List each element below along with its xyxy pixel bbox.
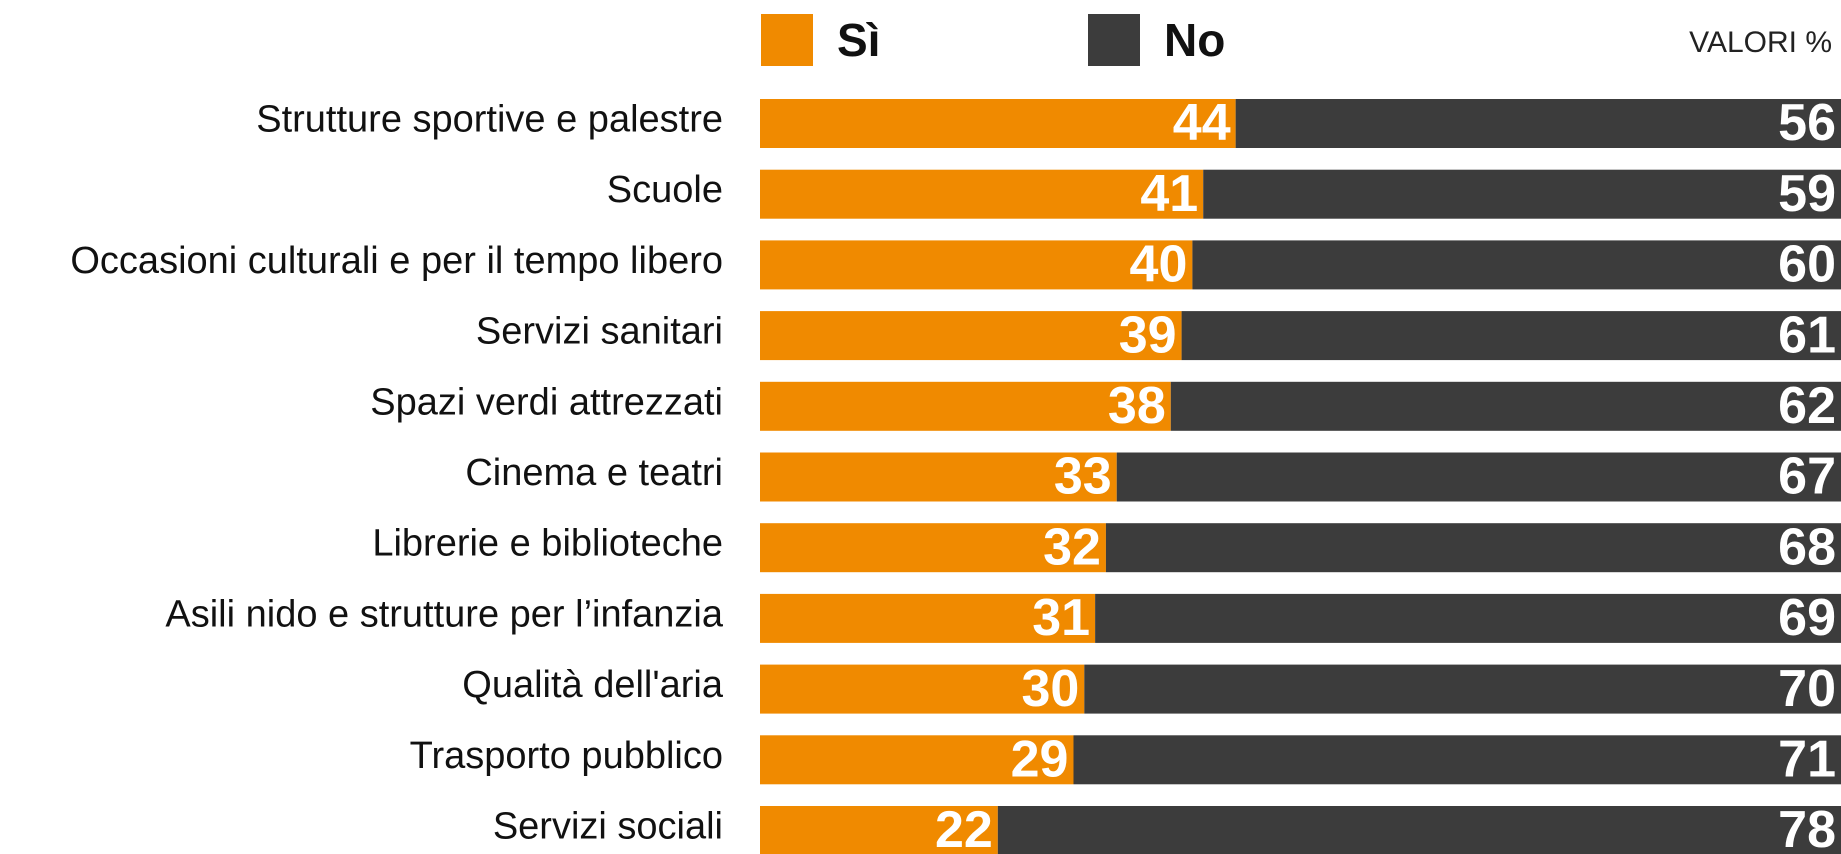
bar-segment: [1181, 311, 1841, 361]
bar-segment: [760, 99, 1236, 148]
bar-segment: [760, 381, 1171, 431]
bar-segment: [1192, 240, 1841, 290]
value-label: 69: [1778, 589, 1836, 647]
bar-segment: [760, 240, 1193, 290]
bar-segment: [760, 735, 1074, 785]
value-label: 41: [1140, 165, 1198, 223]
legend-label: No: [1164, 14, 1225, 66]
value-label: 70: [1778, 660, 1836, 718]
bar-segment: [1170, 381, 1841, 431]
bar-segment: [1235, 99, 1841, 148]
category-label: Spazi verdi attrezzati: [370, 381, 723, 423]
category-label: Librerie e biblioteche: [372, 523, 723, 565]
units-note: VALORI %: [1689, 26, 1832, 59]
category-label: Qualità dell'aria: [462, 664, 724, 706]
value-label: 60: [1778, 236, 1836, 294]
category-label: Servizi sanitari: [476, 311, 723, 353]
bar-segment: [1095, 593, 1841, 643]
value-label: 56: [1778, 94, 1836, 152]
category-label: Cinema e teatri: [465, 452, 723, 494]
value-label: 29: [1011, 731, 1069, 789]
value-label: 78: [1778, 801, 1836, 854]
category-label: Occasioni culturali e per il tempo liber…: [70, 240, 723, 282]
value-label: 62: [1778, 377, 1836, 435]
bar-segment: [1116, 452, 1841, 502]
value-label: 44: [1173, 94, 1231, 152]
value-label: 61: [1778, 306, 1836, 364]
bar-segment: [1073, 735, 1841, 785]
value-label: 33: [1054, 448, 1112, 506]
value-label: 38: [1108, 377, 1166, 435]
bar-segment: [760, 311, 1182, 361]
value-label: 59: [1778, 165, 1836, 223]
category-label: Scuole: [607, 169, 723, 211]
legend-swatch: [1088, 14, 1140, 66]
bar-segment: [997, 806, 1841, 854]
value-label: 39: [1119, 306, 1177, 364]
bar-segment: [760, 664, 1085, 714]
bar-segment: [1105, 523, 1841, 573]
value-label: 71: [1778, 731, 1836, 789]
category-label: Trasporto pubblico: [410, 735, 723, 777]
legend-label: Sì: [837, 14, 880, 66]
value-label: 30: [1021, 660, 1079, 718]
bar-segment: [760, 452, 1117, 502]
value-label: 67: [1778, 448, 1836, 506]
value-label: 32: [1043, 518, 1101, 576]
value-label: 68: [1778, 518, 1836, 576]
value-label: 22: [935, 801, 993, 854]
bar-segment: [1084, 664, 1841, 714]
bar-segment: [760, 806, 998, 854]
bar-segment: [760, 593, 1096, 643]
value-label: 40: [1130, 236, 1188, 294]
bar-segment: [760, 169, 1204, 219]
category-label: Asili nido e strutture per l’infanzia: [165, 593, 723, 635]
category-label: Strutture sportive e palestre: [256, 99, 723, 141]
legend-swatch: [761, 14, 813, 66]
bar-segment: [760, 523, 1106, 573]
bar-segment: [1203, 169, 1841, 219]
category-label: Servizi sociali: [493, 806, 723, 848]
value-label: 31: [1032, 589, 1090, 647]
